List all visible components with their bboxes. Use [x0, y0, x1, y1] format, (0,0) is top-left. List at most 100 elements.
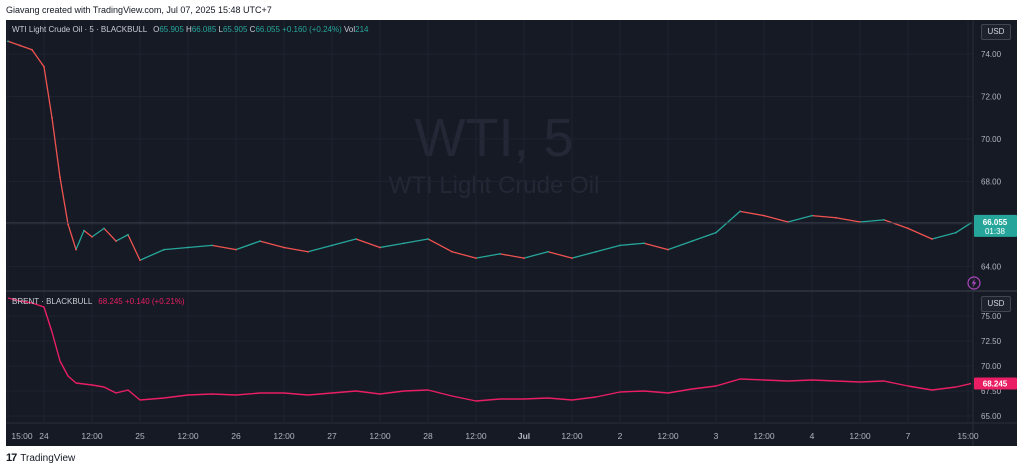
wti-price-segment — [67, 223, 77, 250]
wti-price-point — [91, 235, 93, 238]
wti-price-point — [211, 244, 213, 247]
x-tick-label: 2 — [618, 431, 623, 441]
wti-price-segment — [379, 242, 405, 249]
attribution: Giavang created with TradingView.com, Ju… — [6, 5, 272, 15]
chart-svg[interactable]: WTI, 5 WTI Light Crude Oil 64.0066.0068.… — [6, 20, 1017, 446]
wti-price-segment — [739, 210, 765, 217]
brent-y-tick-label: 70.00 — [981, 362, 1002, 371]
brent-last-price-label: 68.245 — [983, 380, 1008, 389]
wti-price-point — [427, 238, 429, 240]
x-tick-label: 12:00 — [561, 431, 583, 441]
wti-price-point — [67, 223, 69, 225]
wti-price-point — [451, 250, 453, 253]
x-tick-label: Jul — [518, 431, 530, 441]
wti-price-point — [787, 221, 789, 223]
wti-price-point — [595, 250, 597, 253]
wti-price-point — [31, 48, 33, 51]
wti-high-value: 66.085 — [191, 25, 217, 34]
x-tick-label: 7 — [906, 431, 911, 441]
wti-last-price-tag — [974, 214, 1017, 237]
brent-price-line — [7, 297, 972, 402]
wti-price-segment — [235, 240, 261, 251]
wti-high-label: H — [186, 25, 192, 34]
wti-price-point — [103, 227, 105, 230]
tradingview-logo-icon: 17 — [6, 452, 17, 464]
wti-price-segment — [307, 244, 333, 253]
x-tick-label: 4 — [810, 431, 815, 441]
wti-price-point — [283, 246, 285, 249]
wti-price-point — [715, 231, 717, 234]
wti-price-point — [19, 44, 21, 47]
wti-price-segment — [19, 44, 33, 51]
wti-price-point — [475, 257, 477, 260]
wti-price-point — [403, 242, 405, 245]
wti-price-segment — [523, 251, 549, 259]
wti-price-point — [691, 240, 693, 243]
wti-price-point — [379, 246, 381, 249]
wti-y-tick-label: 70.00 — [981, 135, 1002, 144]
brent-currency-button[interactable]: USD — [981, 296, 1011, 312]
wti-y-tick-label: 72.00 — [981, 93, 1002, 102]
brent-legend: BRENT · BLACKBULL 68.245 +0.140 (+0.21%) — [12, 297, 185, 306]
wti-price-point — [127, 233, 129, 236]
wti-price-point — [499, 252, 501, 255]
x-tick-label: 15:00 — [11, 431, 33, 441]
wti-vol-label: Vol — [344, 25, 356, 34]
chart-panel[interactable]: WTI, 5 WTI Light Crude Oil 64.0066.0068.… — [6, 20, 1017, 446]
wti-price-point — [83, 229, 85, 232]
brent-legend-name: BRENT · BLACKBULL — [12, 297, 93, 306]
wti-price-segment — [859, 219, 885, 223]
footer: 17 TradingView — [6, 452, 75, 464]
wti-price-point — [235, 248, 237, 251]
wti-legend: WTI Light Crude Oil · 5 · BLACKBULL O65.… — [12, 25, 368, 34]
wti-price-segment — [43, 66, 53, 118]
wti-price-segment — [475, 253, 501, 259]
x-tick-label: 28 — [423, 431, 433, 441]
wti-price-segment — [331, 238, 357, 246]
wti-price-segment — [715, 210, 741, 234]
wti-price-segment — [139, 249, 165, 261]
x-tick-label: 12:00 — [657, 431, 679, 441]
x-tick-label: 26 — [231, 431, 241, 441]
wti-price-segment — [31, 49, 45, 68]
wti-watermark-symbol: WTI, 5 — [415, 108, 574, 168]
wti-price-point — [667, 248, 669, 251]
wti-price-segment — [667, 240, 693, 251]
wti-price-point — [51, 116, 53, 119]
wti-price-segment — [907, 227, 933, 240]
wti-price-point — [59, 176, 61, 179]
wti-open-value: 65.905 — [159, 25, 184, 34]
wti-price-point — [739, 210, 741, 213]
wti-price-segment — [427, 238, 453, 253]
wti-price-point — [43, 65, 45, 68]
wti-price-segment — [835, 217, 861, 223]
wti-price-point — [835, 216, 837, 219]
wti-price-point — [259, 240, 261, 243]
wti-price-segment — [643, 242, 669, 251]
brent-y-tick-label: 75.00 — [981, 312, 1002, 321]
x-tick-label: 12:00 — [849, 431, 871, 441]
wti-price-point — [931, 238, 933, 240]
lightning-icon[interactable] — [967, 276, 981, 290]
wti-price-point — [883, 218, 885, 221]
wti-price-point — [859, 221, 861, 223]
brent-value: 68.245 — [98, 297, 123, 306]
wti-price-segment — [499, 253, 525, 259]
brent-last-price-tag — [974, 377, 1017, 390]
wti-price-segment — [811, 214, 837, 219]
wti-currency-button[interactable]: USD — [981, 24, 1011, 40]
brent-y-tick-label: 72.50 — [981, 337, 1002, 346]
wti-price-segment — [595, 244, 621, 253]
wti-price-point — [331, 244, 333, 247]
wti-low-label: L — [218, 25, 223, 34]
wti-price-point — [163, 248, 165, 251]
wti-price-point — [547, 250, 549, 253]
x-tick-label: 25 — [135, 431, 145, 441]
x-tick-label: 12:00 — [465, 431, 487, 441]
wti-price-point — [955, 231, 957, 234]
wti-price-segment — [59, 177, 69, 225]
wti-price-segment — [403, 238, 429, 244]
wti-price-point — [523, 257, 525, 260]
wti-price-point — [307, 250, 309, 253]
wti-price-segment — [355, 238, 381, 249]
